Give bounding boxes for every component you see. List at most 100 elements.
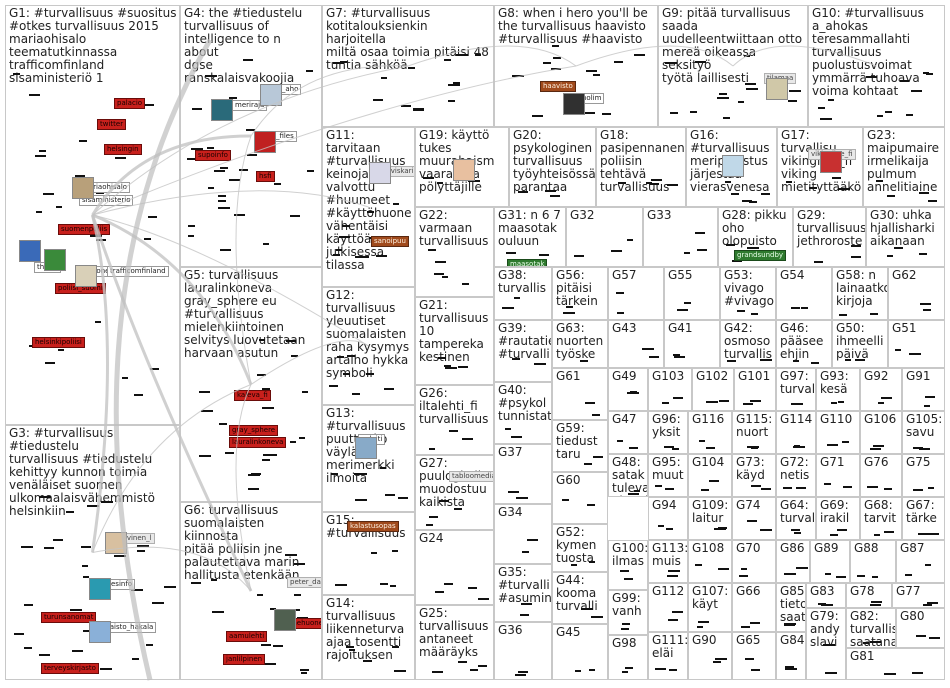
node-mark bbox=[927, 602, 938, 604]
node-tag-maasotak[interactable]: maasotak bbox=[507, 259, 548, 266]
group-label: G4: the #tiedustelu turvallisuus of inte… bbox=[184, 6, 303, 85]
node-mark bbox=[520, 614, 529, 616]
node-tag-lauralinkoneva[interactable]: lauralinkoneva bbox=[229, 437, 287, 448]
node-mark bbox=[199, 391, 210, 393]
group-g37: G37 bbox=[494, 444, 552, 504]
group-label: G86 bbox=[780, 541, 805, 555]
group-label: G10: #turvallisuus a_ahokas teresammalla… bbox=[812, 6, 924, 98]
group-g106: G106 bbox=[860, 411, 902, 454]
node-tag-supoinfo[interactable]: supoinfo bbox=[195, 150, 231, 161]
node-tag-aamulehti[interactable]: aamulehti bbox=[226, 631, 268, 642]
group-g69: G69: irakil bbox=[816, 497, 860, 540]
node-mark bbox=[299, 437, 305, 439]
group-g68: G68: tarvit bbox=[860, 497, 902, 540]
node-mark bbox=[398, 497, 408, 499]
node-mark bbox=[719, 93, 727, 95]
node-mark bbox=[225, 452, 234, 454]
avatar bbox=[562, 92, 585, 115]
node-mark bbox=[714, 528, 726, 530]
node-mark bbox=[456, 54, 468, 56]
group-label: G67: tärke bbox=[906, 498, 937, 525]
node-mark bbox=[668, 570, 680, 572]
group-label: G35: #turvalli #asumin bbox=[498, 565, 552, 605]
group-label: G103 bbox=[652, 369, 685, 383]
node-tag-grandsundby[interactable]: grandsundby bbox=[734, 250, 787, 261]
node-mark bbox=[878, 402, 884, 404]
node-mark bbox=[137, 545, 149, 547]
node-mark bbox=[373, 99, 383, 101]
node-tag-turunsanomat[interactable]: turunsanomat bbox=[41, 612, 97, 623]
node-mark bbox=[629, 447, 638, 449]
node-mark bbox=[906, 114, 913, 116]
node-tag-peter-davit[interactable]: peter_davit bbox=[287, 577, 321, 588]
node-mark bbox=[192, 108, 202, 110]
group-g5: G5: turvallisuus lauralinkoneva gray_sph… bbox=[180, 267, 322, 502]
group-label: G14: turvallisuus liikenneturva ajaa tos… bbox=[326, 596, 405, 662]
node-mark bbox=[824, 483, 831, 485]
node-tag-palacio[interactable]: palacio bbox=[114, 98, 146, 109]
group-label: G66 bbox=[736, 584, 761, 598]
group-g45: G45 bbox=[552, 624, 608, 680]
node-mark bbox=[371, 552, 377, 554]
node-mark bbox=[591, 616, 603, 618]
node-tag-kalastusopas[interactable]: kalastusopas bbox=[347, 521, 399, 532]
node-mark bbox=[731, 193, 739, 195]
group-label: G64: turval bbox=[780, 498, 816, 525]
group-g62: G62 bbox=[888, 267, 945, 320]
node-mark bbox=[394, 670, 406, 672]
node-mark bbox=[13, 73, 20, 75]
group-label: G78 bbox=[850, 584, 875, 598]
node-tag-gray-sphere[interactable]: gray_sphere bbox=[229, 425, 279, 436]
node-tag-hsfi[interactable]: hsfi bbox=[256, 171, 275, 182]
node-mark bbox=[621, 628, 629, 630]
node-mark bbox=[920, 303, 931, 305]
node-mark bbox=[837, 529, 847, 531]
node-tag-twitter[interactable]: twitter bbox=[97, 119, 127, 130]
node-mark bbox=[655, 668, 666, 670]
node-mark bbox=[449, 430, 458, 432]
node-mark bbox=[376, 255, 387, 257]
group-g88: G88 bbox=[850, 540, 896, 583]
group-g33: G33 bbox=[643, 207, 718, 267]
node-tag-janlilpinen[interactable]: janlilpinen bbox=[223, 654, 266, 665]
node-mark bbox=[839, 314, 847, 316]
node-mark bbox=[83, 576, 89, 578]
node-mark bbox=[301, 672, 307, 674]
node-tag-helsinkipoliisi[interactable]: helsinkipoliisi bbox=[32, 337, 85, 348]
node-tag-tabloomedia65[interactable]: tabloomedia65 bbox=[449, 471, 493, 482]
node-tag-trafficomfinland[interactable]: trafficomfinland bbox=[107, 266, 169, 277]
node-mark bbox=[515, 674, 526, 676]
node-mark bbox=[39, 496, 51, 498]
avatar bbox=[452, 159, 475, 181]
group-g52: G52: kymen tuosta bbox=[552, 524, 608, 572]
node-tag-taisto-hakala[interactable]: taisto_hakala bbox=[104, 622, 157, 633]
group-label: G38: turvallis bbox=[498, 268, 546, 295]
group-g97: G97: turval bbox=[776, 368, 816, 411]
group-g91: G91 bbox=[902, 368, 945, 411]
node-mark bbox=[695, 61, 706, 63]
node-mark bbox=[58, 349, 64, 351]
group-g108: G108 bbox=[688, 540, 732, 583]
node-mark bbox=[144, 104, 154, 106]
group-g63: G63: nuorten työske bbox=[552, 320, 608, 368]
node-mark bbox=[842, 441, 849, 443]
node-mark bbox=[508, 491, 519, 493]
group-g99: G99: vanh bbox=[608, 590, 648, 635]
node-tag-sanoipuu[interactable]: sanoipuu bbox=[371, 236, 409, 247]
group-g95: G95: muut bbox=[648, 454, 688, 497]
group-g107: G107: käyt bbox=[688, 583, 732, 632]
node-mark bbox=[662, 402, 669, 404]
node-tag-kaleva-fi[interactable]: kaleva_fi bbox=[234, 390, 271, 401]
node-mark bbox=[273, 645, 283, 647]
node-mark bbox=[257, 594, 263, 596]
node-mark bbox=[884, 488, 892, 490]
node-tag-terveyskirjasto[interactable]: terveyskirjasto bbox=[41, 663, 99, 674]
node-mark bbox=[801, 307, 808, 309]
group-g39: G39: #rautatiet #turvalli bbox=[494, 320, 552, 382]
node-tag-helsingin[interactable]: helsingin bbox=[104, 144, 142, 155]
group-g56: G56: pitäisi tärkein bbox=[552, 267, 608, 320]
node-mark bbox=[380, 467, 386, 469]
node-tag-suomenpoliis[interactable]: suomenpoliis bbox=[58, 224, 111, 235]
node-tag-haavisto[interactable]: haavisto bbox=[540, 81, 576, 92]
node-mark bbox=[706, 401, 718, 403]
